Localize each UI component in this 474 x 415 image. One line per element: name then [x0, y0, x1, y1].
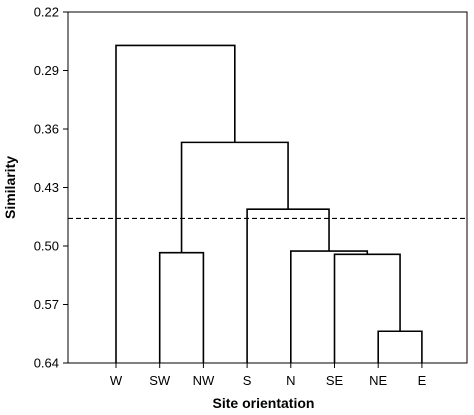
x-axis-title: Site orientation	[213, 395, 315, 411]
y-tick-label: 0.57	[34, 297, 59, 312]
leaf-label: NW	[193, 373, 215, 388]
leaf-label: W	[110, 373, 123, 388]
leaf-label: SW	[149, 373, 171, 388]
y-tick-label: 0.43	[34, 180, 59, 195]
y-tick-label: 0.29	[34, 63, 59, 78]
y-axis: 0.22 0.29 0.36 0.43 0.50 0.57 0.64	[34, 5, 68, 371]
leaf-label: N	[286, 373, 295, 388]
plot-frame	[67, 11, 468, 364]
dendrogram-link	[333, 253, 401, 363]
dendrogram-link	[158, 251, 205, 363]
dendrogram-link	[377, 330, 423, 363]
dendrogram-link	[180, 141, 289, 253]
y-tick-label: 0.50	[34, 239, 59, 254]
dendrogram-link	[115, 44, 236, 363]
y-tick-label: 0.22	[34, 5, 59, 20]
y-axis-title: Similarity	[2, 156, 18, 219]
leaf-label: E	[418, 373, 427, 388]
leaf-label: SE	[326, 373, 344, 388]
leaf-label: NE	[369, 373, 387, 388]
dendrogram-link	[246, 208, 330, 363]
x-axis: W SW NW S N SE NE E	[110, 363, 427, 388]
leaf-label: S	[243, 373, 252, 388]
dendrogram-links	[115, 44, 423, 363]
y-tick-label: 0.36	[34, 122, 59, 137]
dendrogram-link	[290, 250, 369, 363]
y-tick-label: 0.64	[34, 356, 59, 371]
